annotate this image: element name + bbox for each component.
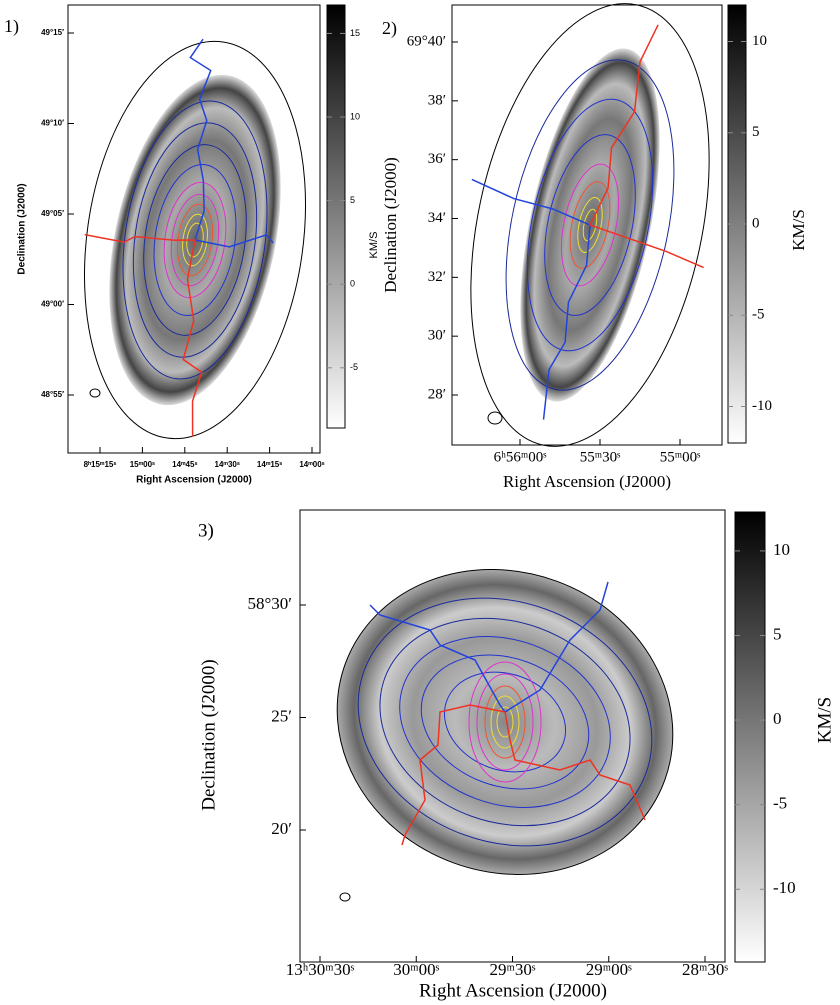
y-tick-label: 38′ [428,92,446,108]
x-axis-label: Right Ascension (J2000) [419,980,607,1001]
colorbar-tick-label: 10 [752,33,767,49]
colorbar-tick-label: -5 [752,307,765,323]
y-tick-label: 36′ [428,151,446,167]
y-tick-label: 49°00′ [41,300,64,309]
x-tick-label: 14ᵐ30ˢ [215,460,240,469]
colorbar-tick-label: 10 [350,111,360,121]
x-tick-label: 55ᵐ30ˢ [580,449,621,465]
panel-1-image [58,5,330,453]
x-tick-label: 14ᵐ45ˢ [172,460,197,469]
x-axis-label: Right Ascension (J2000) [136,475,252,486]
colorbar-tick-label: -10 [773,878,796,897]
colorbar [735,512,765,962]
colorbar-tick-label: 0 [752,215,760,231]
x-tick-label: 30ᵐ00ˢ [393,960,439,979]
x-tick-label: 29ᵐ00ˢ [586,960,632,979]
colorbar-tick-label: 0 [350,279,355,289]
y-tick-label: 49°15′ [41,28,64,37]
panel-2-image [421,0,754,470]
y-tick-label: 32′ [428,269,446,285]
colorbar-tick-label: 5 [752,124,760,140]
x-tick-label: 29ᵐ30ˢ [490,960,536,979]
y-tick-label: 28′ [428,386,446,402]
y-tick-label: 49°05′ [41,209,64,218]
colorbar-tick-label: 5 [773,624,782,643]
colorbar-label: KM/S [789,209,808,251]
x-tick-label: 28ᵐ30ˢ [682,960,728,979]
colorbar [327,5,345,428]
y-tick-label: 69°40′ [407,33,446,49]
colorbar-tick-label: -5 [773,794,787,813]
colorbar-tick-label: 10 [773,540,790,559]
x-tick-label: 13ʰ30ᵐ30ˢ [286,960,355,979]
y-tick-label: 49°10′ [41,119,64,128]
panel-label: 3) [198,520,214,541]
x-axis-label: Right Ascension (J2000) [503,472,671,491]
colorbar-tick-label: -10 [752,398,772,414]
x-tick-label: 14ᵐ15ˢ [257,460,282,469]
x-tick-label: 8ʰ15ᵐ15ˢ [84,460,117,469]
panel-3-image [294,510,725,962]
y-tick-label: 34′ [428,210,446,226]
y-axis-label: Declination (J2000) [381,157,400,293]
colorbar-tick-label: 15 [350,28,360,38]
y-tick-label: 48°55′ [41,390,64,399]
colorbar-label: KM/S [368,232,380,259]
colorbar-tick-label: 0 [773,709,782,728]
y-axis-label: Declination (J2000) [17,183,28,274]
y-axis-label: Declination (J2000) [198,659,219,810]
y-tick-label: 20′ [271,819,292,838]
colorbar-tick-label: -5 [350,362,358,372]
colorbar-tick-label: 5 [350,195,355,205]
panel-label: 1) [4,16,19,37]
y-tick-label: 25′ [271,706,292,725]
x-tick-label: 15ᵐ00ˢ [130,460,155,469]
colorbar-label: KM/S [814,697,835,743]
x-tick-label: 6ʰ56ᵐ00ˢ [494,449,547,465]
panel-label: 2) [382,18,397,39]
y-tick-label: 30′ [428,328,446,344]
x-tick-label: 14ᵐ00ˢ [299,460,324,469]
figure: 1) Declination (J2000) Right Ascension (J2… [0,0,840,1005]
x-tick-label: 55ᵐ00ˢ [660,449,701,465]
y-tick-label: 58°30′ [247,594,292,613]
